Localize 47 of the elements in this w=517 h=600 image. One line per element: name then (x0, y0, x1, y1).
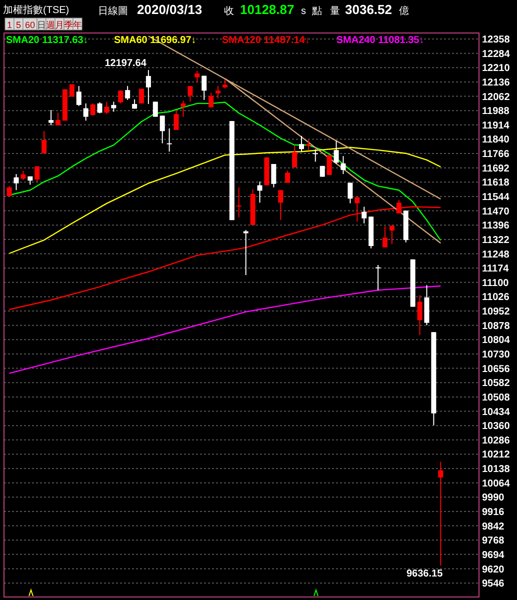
y-tick-label: 12136 (482, 77, 510, 88)
y-tick-label: 11766 (482, 149, 510, 160)
y-tick-label: 10064 (482, 478, 510, 490)
y-tick-label: 10212 (482, 450, 510, 461)
y-tick-label: 12062 (482, 92, 510, 103)
y-tick-label: 12284 (482, 48, 510, 60)
y-tick-label: 11544 (482, 192, 510, 203)
y-tick-label: 10508 (482, 392, 510, 404)
y-tick-label: 9916 (482, 506, 505, 518)
y-tick-label: 10878 (482, 320, 510, 332)
y-tick-label: 11174 (482, 264, 510, 275)
y-tick-label: 11692 (482, 163, 510, 174)
y-tick-label: 10138 (482, 464, 510, 476)
y-tick-label: 11248 (482, 249, 510, 260)
y-tick-label: 10434 (482, 406, 510, 418)
text: SMA20 11317.63↓ (6, 35, 88, 46)
annotation: 9636.15 (406, 568, 444, 580)
y-tick-label: 10360 (482, 421, 510, 432)
y-tick-label: 10582 (482, 378, 510, 390)
y-tick-label: 9990 (482, 492, 505, 504)
y-tick-label: 11100 (482, 278, 510, 289)
y-tick-label: 11322 (482, 234, 510, 246)
annotation: 12197.64 (104, 58, 147, 70)
y-tick-label: 10286 (482, 435, 510, 446)
y-tick-label: 11618 (482, 178, 510, 189)
y-tick-label: 11470 (482, 206, 510, 218)
y-tick-label: 11026 (482, 292, 510, 304)
y-tick-label: 11396 (482, 220, 510, 232)
y-tick-label: 11988 (482, 106, 510, 118)
y-tick-label: 10952 (482, 306, 510, 318)
y-tick-label: 9768 (482, 536, 505, 547)
y-tick-label: 12358 (482, 34, 510, 46)
y-tick-label: 9546 (482, 578, 505, 590)
y-tick-label: 12210 (482, 63, 510, 74)
text: 日線圖 2020/03/13 收 10128.87 s 點 量 3036.52 億 (98, 2, 409, 17)
y-tick-label: 11840 (482, 134, 510, 146)
y-tick-label: 9842 (482, 521, 505, 532)
chart-title: 加權指數(TSE) (3, 4, 70, 16)
y-tick-label: 10804 (482, 335, 510, 346)
text: SMA120 11487.14↓ (222, 35, 310, 46)
text: SMA240 11081.35↓ (336, 35, 424, 46)
y-tick-label: 11914 (482, 120, 510, 132)
y-tick-label: 10656 (482, 364, 510, 375)
y-tick-label: 9694 (482, 550, 505, 561)
y-tick-label: 10730 (482, 349, 510, 360)
toolbar: 1 5 60 日週月 季年 (4, 18, 82, 30)
y-tick-label: 9620 (482, 564, 505, 576)
